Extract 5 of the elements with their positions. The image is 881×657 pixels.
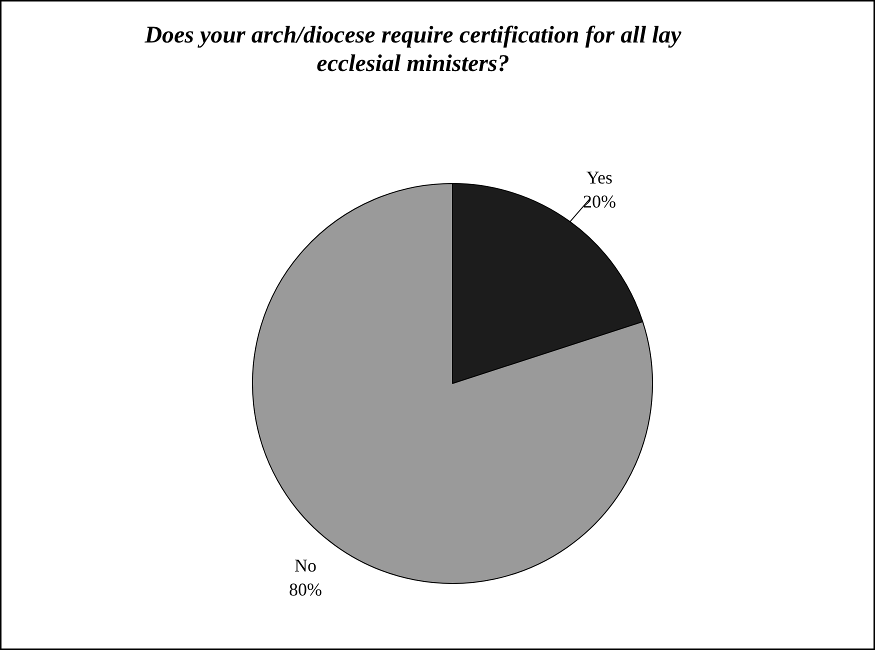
slice-label: No: [294, 556, 317, 576]
data-label: 80%: [289, 580, 322, 600]
slice-label: Yes: [586, 167, 613, 188]
data-label: 20%: [582, 191, 616, 212]
chart-title: Does your arch/diocese require certification for all lay ecclesial ministers?: [144, 22, 682, 78]
